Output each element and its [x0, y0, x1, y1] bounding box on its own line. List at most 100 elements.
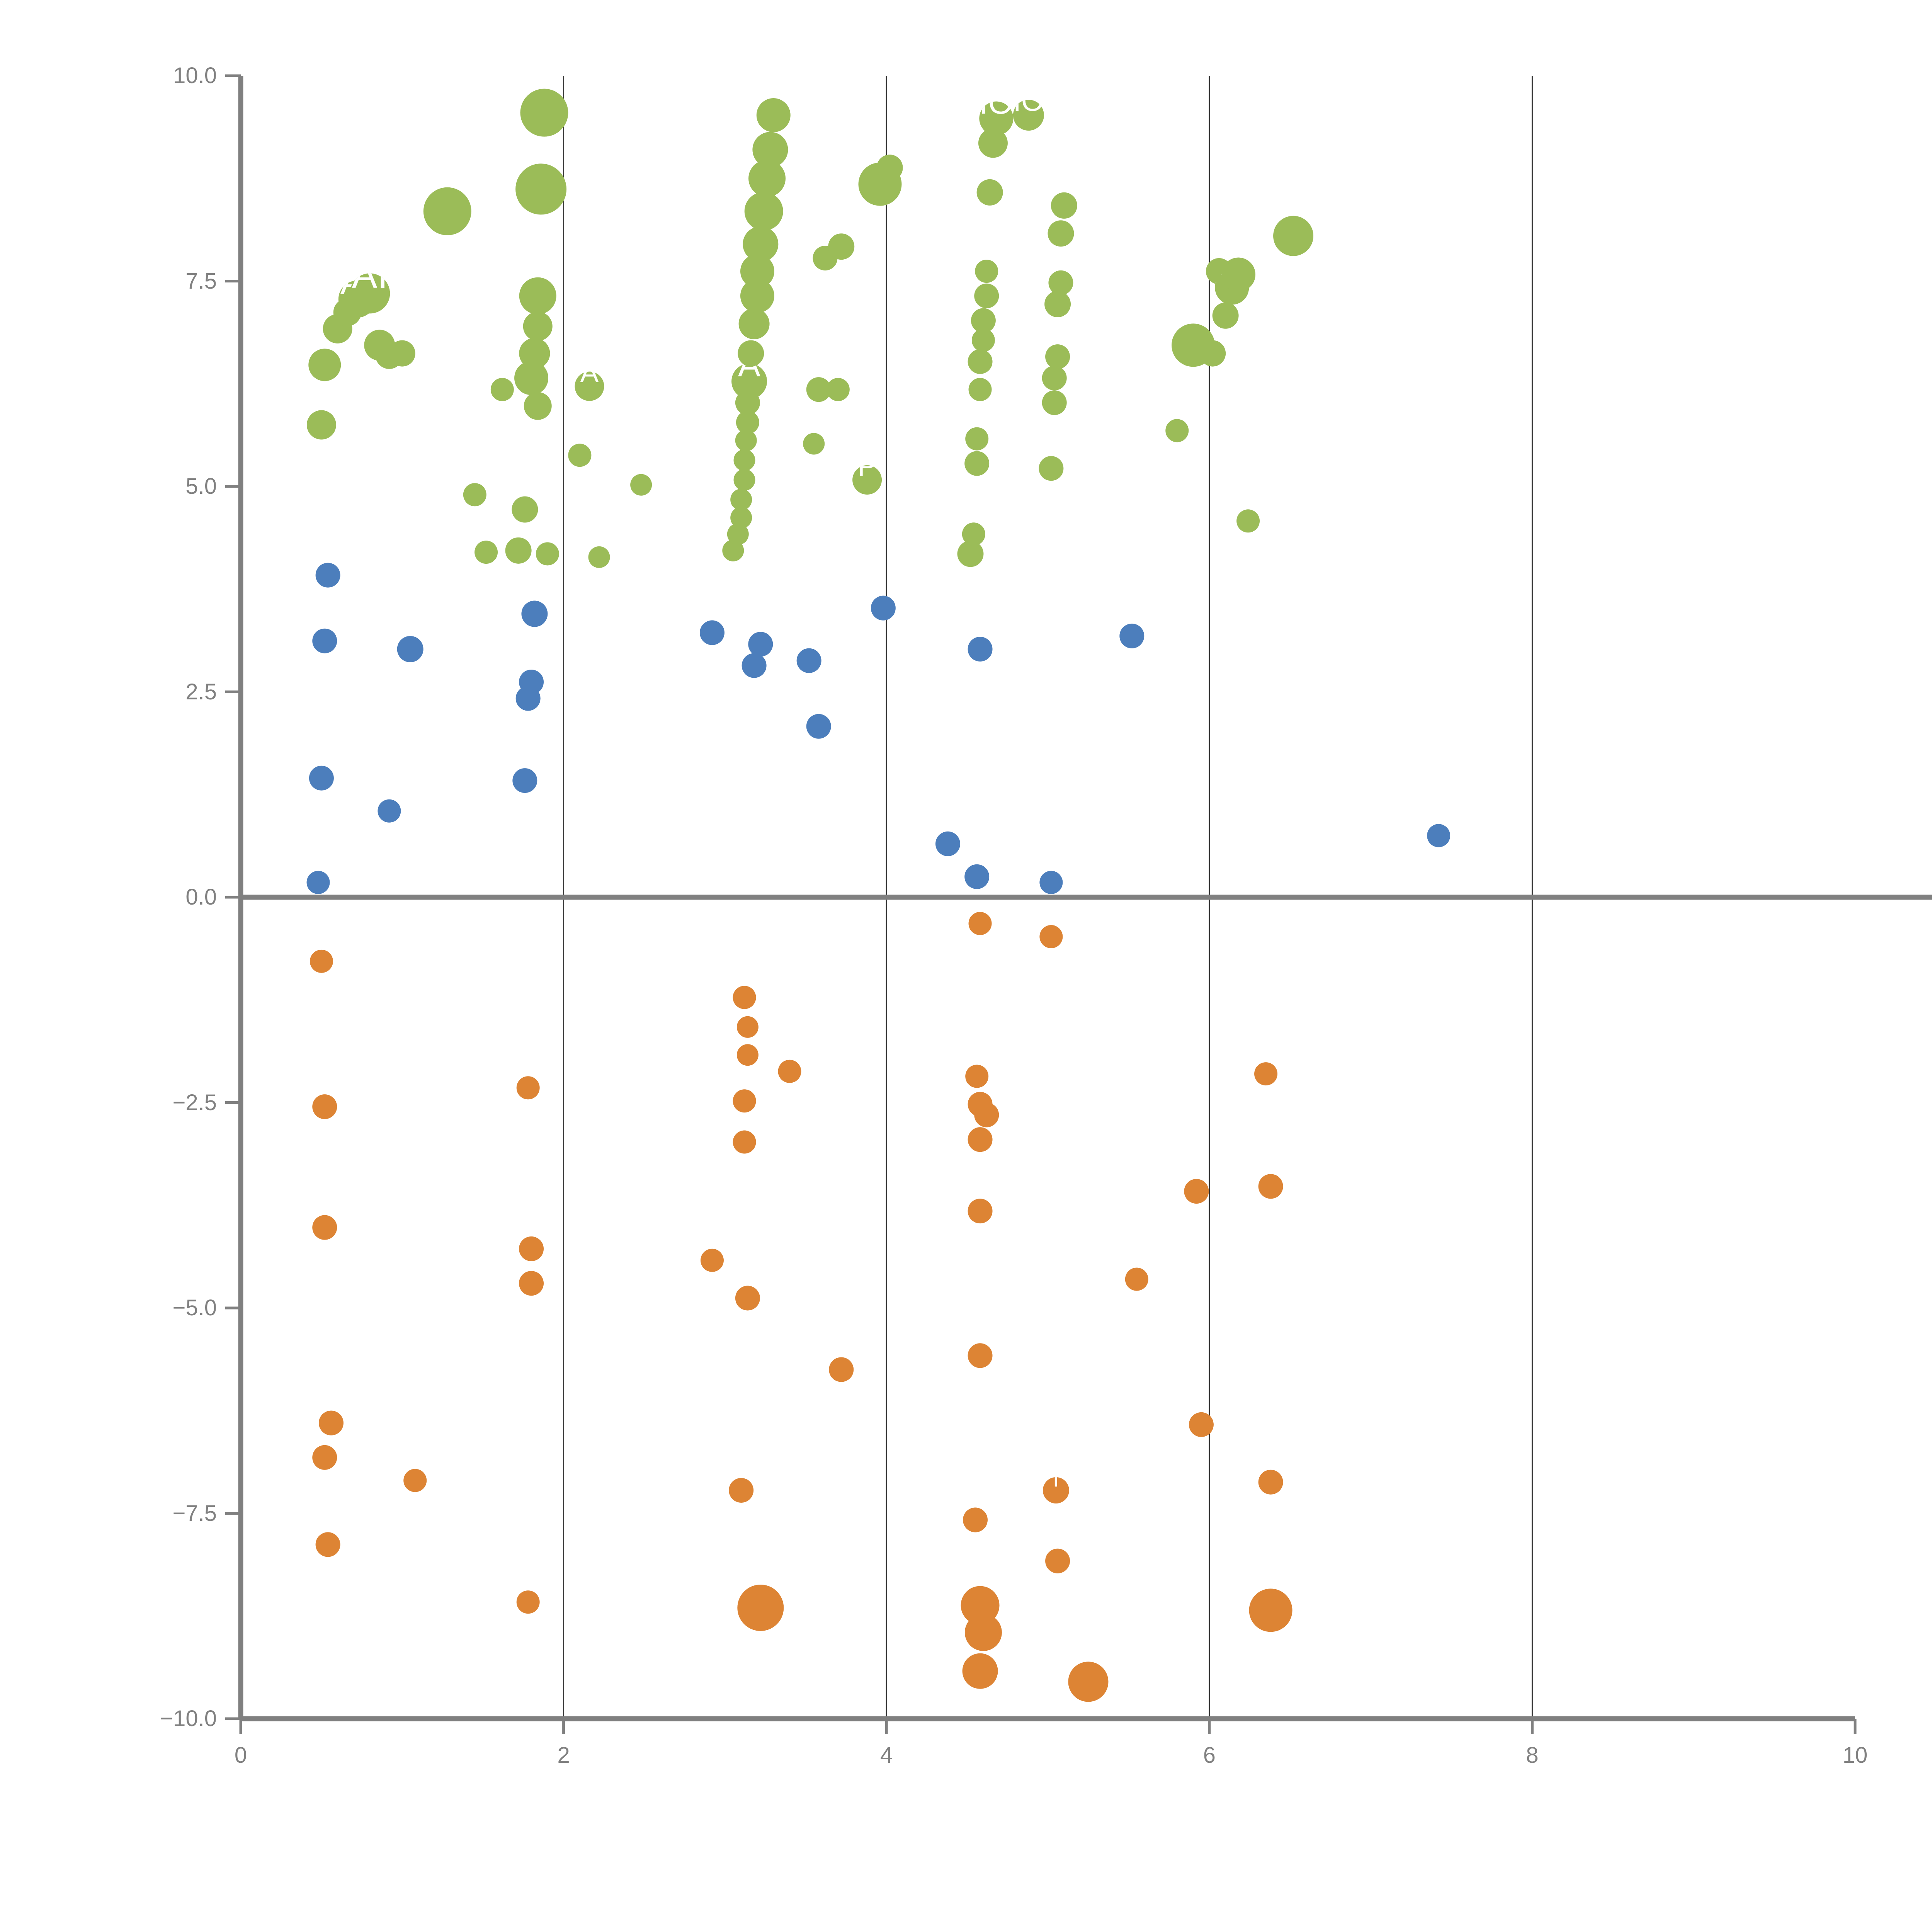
data-point[interactable]	[978, 128, 1008, 158]
data-point[interactable]	[588, 546, 610, 568]
data-point[interactable]	[463, 483, 486, 507]
data-point[interactable]	[1044, 291, 1071, 318]
data-point[interactable]	[520, 88, 568, 137]
data-point[interactable]	[730, 489, 752, 511]
data-point[interactable]	[1039, 925, 1063, 949]
data-point[interactable]	[318, 1410, 344, 1435]
data-point[interactable]	[752, 132, 788, 168]
data-point[interactable]	[733, 1089, 756, 1113]
data-point[interactable]	[736, 411, 759, 434]
data-point[interactable]	[568, 444, 592, 467]
data-point[interactable]	[312, 1445, 337, 1470]
data-point[interactable]	[829, 1357, 854, 1382]
data-point[interactable]	[968, 636, 993, 662]
data-point[interactable]	[306, 871, 330, 894]
data-point[interactable]	[803, 433, 825, 455]
data-point[interactable]	[968, 1127, 993, 1152]
data-point[interactable]	[965, 1065, 989, 1088]
data-point[interactable]	[519, 1271, 544, 1296]
data-point[interactable]	[378, 799, 401, 823]
data-point[interactable]	[962, 522, 985, 546]
data-point[interactable]	[1068, 1662, 1109, 1702]
data-point[interactable]	[519, 1236, 544, 1261]
data-point[interactable]	[971, 308, 996, 333]
data-point[interactable]	[315, 1532, 340, 1557]
data-point[interactable]	[519, 338, 550, 369]
data-point[interactable]	[1189, 1412, 1214, 1437]
data-point[interactable]	[740, 279, 774, 313]
data-point[interactable]	[968, 1343, 993, 1368]
data-point[interactable]	[1051, 192, 1077, 219]
data-point[interactable]	[968, 349, 993, 374]
data-point[interactable]	[964, 864, 990, 889]
data-point[interactable]	[312, 1094, 337, 1119]
data-point[interactable]	[796, 648, 821, 673]
data-point[interactable]	[516, 1076, 540, 1100]
data-point[interactable]	[729, 1478, 754, 1503]
data-point[interactable]	[1045, 1548, 1070, 1573]
data-point[interactable]	[736, 1016, 759, 1038]
data-point[interactable]	[1042, 366, 1067, 391]
data-point[interactable]	[736, 1044, 759, 1066]
data-point[interactable]	[1236, 509, 1260, 533]
data-point[interactable]	[1043, 1477, 1069, 1503]
data-point[interactable]	[971, 328, 995, 352]
data-point[interactable]	[1221, 257, 1256, 292]
data-point[interactable]	[1048, 220, 1074, 247]
data-point[interactable]	[630, 474, 652, 496]
data-point[interactable]	[524, 392, 552, 420]
data-point[interactable]	[700, 1248, 724, 1272]
data-point[interactable]	[1249, 1588, 1293, 1632]
data-point[interactable]	[312, 628, 337, 653]
data-point[interactable]	[1258, 1469, 1283, 1495]
data-point[interactable]	[968, 378, 992, 401]
data-point[interactable]	[523, 311, 553, 341]
data-point[interactable]	[963, 1507, 988, 1532]
data-point[interactable]	[748, 632, 773, 657]
data-point[interactable]	[806, 714, 831, 739]
data-point[interactable]	[852, 465, 882, 495]
data-point[interactable]	[515, 163, 567, 215]
data-point[interactable]	[727, 523, 749, 545]
data-point[interactable]	[974, 1102, 999, 1128]
data-point[interactable]	[935, 831, 960, 856]
data-point[interactable]	[876, 155, 903, 181]
data-point[interactable]	[957, 541, 984, 567]
data-point[interactable]	[519, 669, 544, 694]
data-point[interactable]	[423, 187, 471, 235]
data-point[interactable]	[744, 192, 783, 231]
data-point[interactable]	[961, 1586, 1000, 1625]
data-point[interactable]	[536, 542, 559, 566]
data-point[interactable]	[735, 429, 757, 451]
data-point[interactable]	[389, 340, 415, 367]
data-point[interactable]	[1039, 871, 1063, 894]
data-point[interactable]	[1199, 340, 1226, 367]
data-point[interactable]	[1184, 1179, 1209, 1204]
data-point[interactable]	[722, 539, 744, 561]
data-point[interactable]	[1119, 623, 1145, 648]
data-point[interactable]	[350, 273, 390, 314]
data-point[interactable]	[743, 226, 779, 262]
data-point[interactable]	[1048, 270, 1073, 295]
data-point[interactable]	[871, 595, 896, 621]
data-point[interactable]	[733, 986, 756, 1009]
data-point[interactable]	[1427, 824, 1451, 847]
data-point[interactable]	[748, 160, 786, 197]
data-point[interactable]	[733, 1130, 756, 1154]
data-point[interactable]	[1165, 419, 1189, 442]
data-point[interactable]	[962, 1653, 998, 1689]
data-point[interactable]	[521, 600, 548, 627]
data-point[interactable]	[742, 653, 767, 678]
data-point[interactable]	[968, 1199, 993, 1224]
data-point[interactable]	[1273, 216, 1314, 256]
data-point[interactable]	[1258, 1174, 1283, 1199]
data-point[interactable]	[965, 427, 989, 451]
data-point[interactable]	[516, 1590, 540, 1614]
data-point[interactable]	[315, 563, 340, 588]
data-point[interactable]	[730, 507, 752, 529]
data-point[interactable]	[979, 101, 1014, 136]
data-point[interactable]	[738, 340, 764, 367]
data-point[interactable]	[1045, 344, 1070, 369]
data-point[interactable]	[1013, 100, 1044, 131]
data-point[interactable]	[974, 283, 999, 308]
